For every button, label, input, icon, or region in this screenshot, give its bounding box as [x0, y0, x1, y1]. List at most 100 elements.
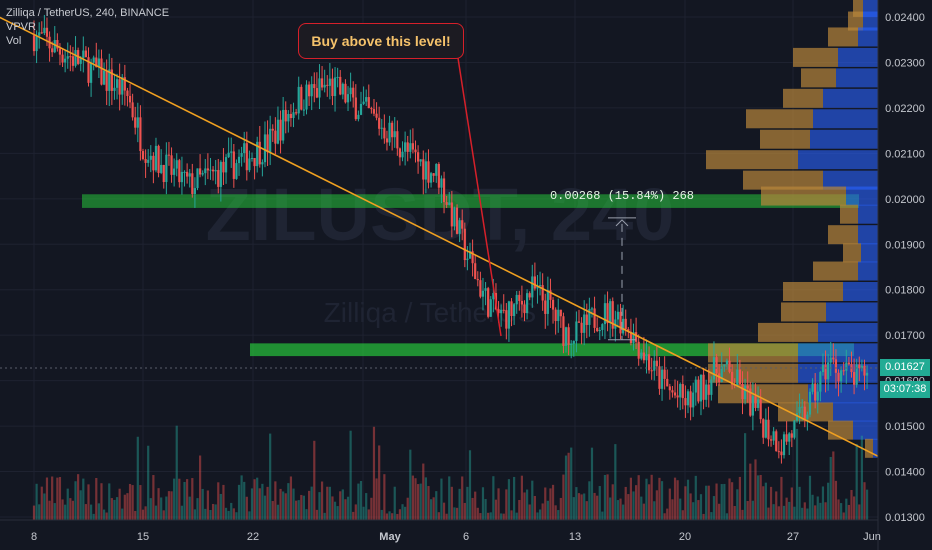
- candle-body: [541, 285, 544, 301]
- candle-body: [378, 117, 381, 129]
- volume-bar: [79, 490, 82, 520]
- volume-bar: [816, 496, 819, 520]
- candle-body: [769, 439, 773, 441]
- vpvr-bar-up: [846, 186, 878, 206]
- price-range-measure[interactable]: 0.00268 (15.84%) 268: [550, 189, 694, 341]
- candle-body: [180, 171, 184, 183]
- candle-body: [738, 369, 742, 384]
- volume-bar: [616, 500, 620, 520]
- time-axis[interactable]: 8 15 22 May 6 13 20 27 Jun: [0, 519, 881, 543]
- candle-body: [785, 434, 788, 442]
- volume-bar: [845, 498, 848, 520]
- price-tick-label: 0.02000: [885, 194, 925, 206]
- candle-body: [715, 357, 718, 374]
- volume-bar: [611, 484, 614, 520]
- volume-bar: [331, 496, 334, 520]
- volume-bar: [557, 510, 560, 520]
- volume-bar: [653, 501, 656, 520]
- volume-bar: [295, 500, 298, 520]
- candle-body: [126, 90, 129, 96]
- volume-bar: [686, 479, 690, 520]
- volume-bar: [852, 496, 856, 520]
- candle-body: [45, 27, 49, 37]
- volume-bar: [513, 476, 516, 520]
- volume-bar: [694, 475, 697, 520]
- candle-body: [198, 168, 202, 175]
- candle-body: [666, 378, 669, 387]
- candle-body: [596, 327, 599, 332]
- volume-bar: [455, 507, 459, 520]
- candle-body: [788, 433, 791, 442]
- candle-body: [424, 161, 427, 180]
- watermark-name: Zilliqa / TetherUS: [324, 297, 537, 328]
- volume-bar: [209, 509, 212, 520]
- candle-body: [222, 161, 225, 173]
- volume-bar: [538, 509, 542, 520]
- candle-body: [453, 207, 456, 227]
- candle-body: [393, 131, 396, 138]
- volume-bar: [258, 488, 261, 520]
- volume-bar: [372, 426, 376, 520]
- indicator-vpvr[interactable]: VPVR: [6, 21, 36, 33]
- candle-body: [832, 357, 835, 360]
- candle-body: [191, 173, 194, 194]
- candle-body: [837, 372, 840, 382]
- callout-buy-above[interactable]: Buy above this level!: [298, 23, 464, 59]
- candle-body: [811, 383, 814, 392]
- support-resistance-zones[interactable]: [82, 194, 859, 357]
- candle-body: [154, 145, 158, 171]
- candle-body: [484, 288, 487, 291]
- volume-bar: [349, 430, 352, 520]
- vpvr-bar-up: [818, 322, 878, 342]
- candle-body: [710, 379, 713, 395]
- candle-body: [139, 117, 142, 152]
- candle-body: [725, 360, 729, 365]
- volume-bar: [684, 486, 687, 520]
- trendline[interactable]: [0, 3, 891, 464]
- candle-body: [640, 352, 643, 359]
- candle-body: [110, 69, 113, 91]
- candle-body: [598, 329, 601, 332]
- candle-body: [767, 419, 770, 440]
- candle-body: [341, 83, 344, 95]
- volume-bar: [596, 495, 599, 520]
- volume-bar: [424, 477, 427, 520]
- candle-body: [276, 119, 280, 144]
- candle-body: [468, 251, 472, 259]
- indicator-vol[interactable]: Vol: [6, 35, 22, 47]
- candle-body: [92, 57, 95, 63]
- candle-body: [354, 97, 357, 120]
- candle-body: [642, 352, 645, 361]
- candle-body: [339, 76, 342, 95]
- candle-body: [842, 370, 845, 372]
- volume-bar: [186, 479, 189, 520]
- volume-bar: [287, 483, 290, 520]
- candle-body: [458, 220, 461, 234]
- time-tick-label: 13: [569, 531, 581, 543]
- volume-bar: [497, 488, 500, 520]
- candle-body: [271, 128, 274, 131]
- candle-body: [336, 76, 339, 78]
- vpvr-bar-down: [840, 204, 858, 224]
- candle-body: [632, 332, 635, 344]
- candle-body: [655, 360, 658, 367]
- candle-body: [705, 384, 708, 400]
- volume-bar: [77, 474, 80, 520]
- volume-bar: [824, 502, 827, 520]
- candle-body: [754, 396, 757, 408]
- volume-bar: [383, 474, 386, 520]
- volume-bar: [642, 503, 645, 520]
- symbol-title[interactable]: Zilliqa / TetherUS, 240, BINANCE: [6, 7, 170, 19]
- time-tick-label: Jun: [863, 531, 881, 543]
- volume-bar: [237, 484, 241, 520]
- volume-bar: [167, 491, 171, 520]
- candle-body: [328, 78, 331, 86]
- candle-body: [697, 379, 700, 402]
- volume-bar: [518, 499, 521, 520]
- volume-bar: [341, 489, 344, 520]
- candle-body: [123, 77, 126, 91]
- price-tick-label: 0.01900: [885, 239, 925, 251]
- price-axis[interactable]: 0.02400 0.02300 0.02200 0.02100 0.02000 0.019…: [877, 0, 932, 550]
- candle-body: [440, 178, 443, 188]
